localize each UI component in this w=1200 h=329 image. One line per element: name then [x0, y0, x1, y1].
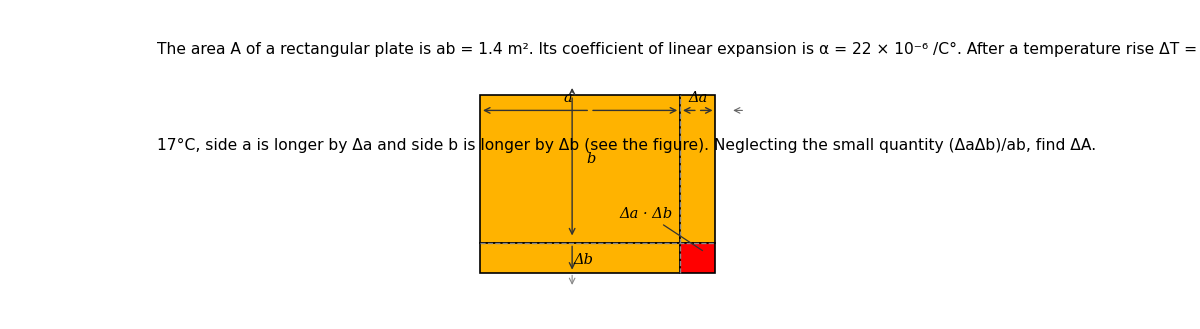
Text: The area A of a rectangular plate is ab = 1.4 m². Its coefficient of linear expa: The area A of a rectangular plate is ab … — [157, 42, 1198, 57]
Text: Δa · Δb: Δa · Δb — [619, 207, 702, 251]
Text: 17°C, side a is longer by Δa and side b is longer by Δb (see the figure). Neglec: 17°C, side a is longer by Δa and side b … — [157, 138, 1097, 153]
Text: b: b — [586, 152, 595, 166]
Text: Δb: Δb — [574, 253, 593, 267]
Bar — [680, 95, 715, 243]
Text: Δa: Δa — [688, 91, 708, 105]
Text: a: a — [564, 91, 572, 105]
Bar — [680, 243, 715, 272]
